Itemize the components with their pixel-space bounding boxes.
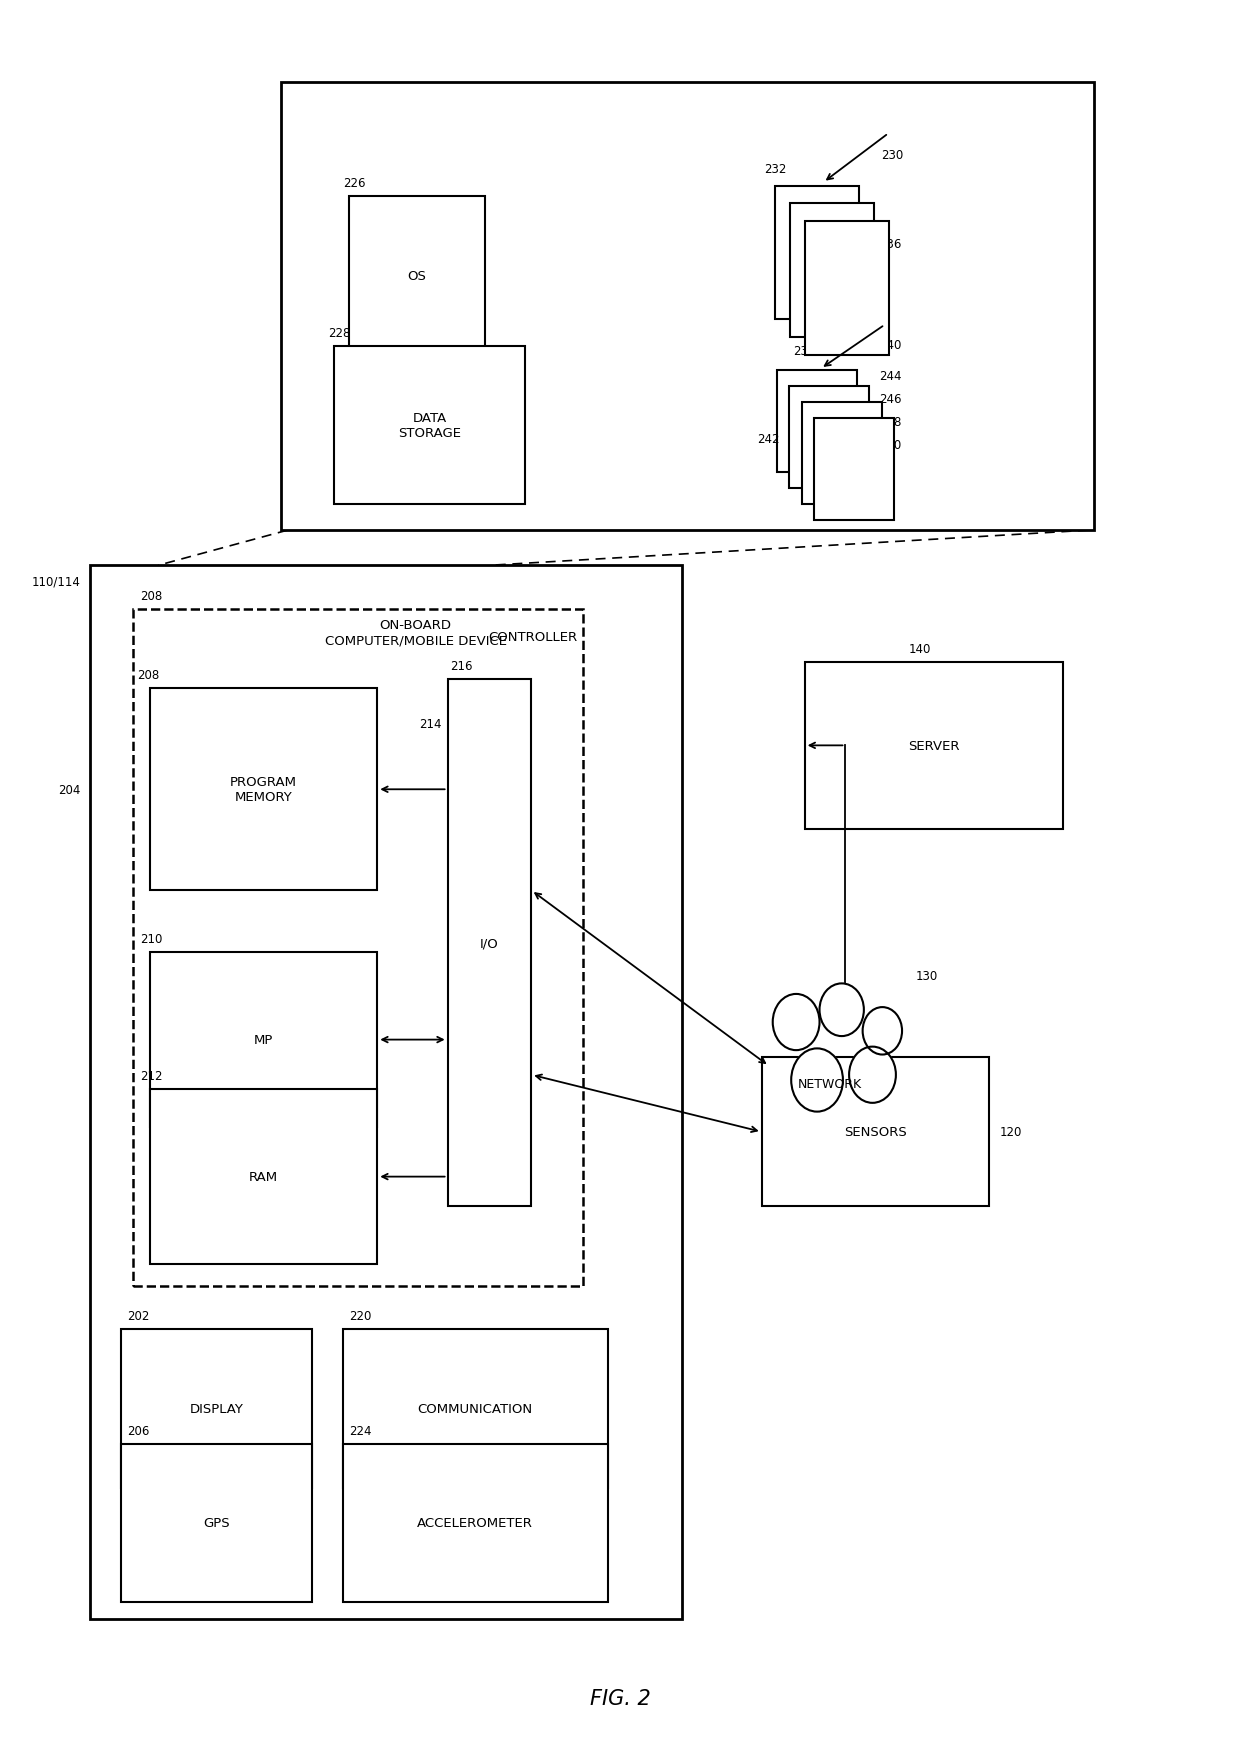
Text: 226: 226 (343, 176, 366, 191)
Text: 236: 236 (879, 238, 901, 250)
FancyBboxPatch shape (281, 83, 1094, 531)
FancyBboxPatch shape (790, 205, 874, 337)
Text: ACCELEROMETER: ACCELEROMETER (418, 1517, 533, 1529)
Text: CONTROLLER: CONTROLLER (487, 632, 577, 644)
Ellipse shape (863, 1007, 901, 1055)
FancyBboxPatch shape (134, 610, 583, 1286)
FancyBboxPatch shape (343, 1443, 608, 1602)
FancyBboxPatch shape (91, 566, 682, 1619)
FancyBboxPatch shape (790, 386, 869, 489)
Text: COMMUNICATION: COMMUNICATION (418, 1402, 533, 1415)
Text: 234: 234 (794, 344, 816, 358)
FancyBboxPatch shape (805, 222, 889, 355)
Text: 216: 216 (450, 660, 472, 674)
Text: OS: OS (407, 270, 427, 282)
Text: 206: 206 (128, 1424, 150, 1438)
Text: NETWORK: NETWORK (797, 1078, 862, 1090)
Text: 140: 140 (908, 642, 930, 656)
Text: 228: 228 (329, 326, 351, 339)
Text: FIG. 2: FIG. 2 (590, 1688, 650, 1708)
FancyBboxPatch shape (335, 346, 526, 505)
Text: 130: 130 (915, 968, 937, 983)
Text: 224: 224 (348, 1424, 372, 1438)
FancyBboxPatch shape (761, 1058, 990, 1207)
Text: 212: 212 (140, 1069, 162, 1081)
FancyBboxPatch shape (343, 1330, 608, 1487)
FancyBboxPatch shape (122, 1443, 312, 1602)
Text: 210: 210 (140, 931, 162, 946)
Text: 240: 240 (879, 339, 901, 351)
FancyBboxPatch shape (775, 187, 859, 321)
Text: 208: 208 (140, 589, 162, 603)
Ellipse shape (849, 1048, 895, 1102)
Text: 120: 120 (999, 1125, 1022, 1140)
FancyBboxPatch shape (813, 418, 894, 520)
Text: SERVER: SERVER (909, 739, 960, 753)
Ellipse shape (820, 984, 864, 1037)
Text: SENSORS: SENSORS (844, 1125, 906, 1140)
Text: 202: 202 (128, 1309, 150, 1323)
FancyBboxPatch shape (150, 953, 377, 1127)
Text: 232: 232 (764, 164, 786, 176)
Text: GPS: GPS (203, 1517, 229, 1529)
Text: RAM: RAM (249, 1171, 278, 1184)
Text: 220: 220 (348, 1309, 372, 1323)
Text: 208: 208 (138, 669, 160, 683)
Text: PROGRAM
MEMORY: PROGRAM MEMORY (229, 776, 296, 804)
Text: 248: 248 (879, 416, 901, 429)
FancyBboxPatch shape (150, 690, 377, 891)
FancyBboxPatch shape (150, 1088, 377, 1265)
Text: MP: MP (254, 1034, 273, 1046)
Text: DISPLAY: DISPLAY (190, 1402, 243, 1415)
FancyBboxPatch shape (805, 663, 1064, 829)
Text: 250: 250 (879, 437, 901, 452)
FancyBboxPatch shape (122, 1330, 312, 1487)
Text: ON-BOARD
COMPUTER/MOBILE DEVICE: ON-BOARD COMPUTER/MOBILE DEVICE (325, 619, 507, 647)
Ellipse shape (791, 1050, 843, 1111)
Text: 242: 242 (758, 434, 780, 446)
Text: 230: 230 (882, 150, 904, 162)
Text: 246: 246 (879, 393, 901, 406)
Text: I/O: I/O (480, 937, 498, 951)
Text: 214: 214 (419, 718, 441, 730)
FancyBboxPatch shape (348, 198, 485, 355)
Text: 110/114: 110/114 (32, 575, 81, 587)
Text: 204: 204 (58, 783, 81, 796)
FancyBboxPatch shape (448, 681, 531, 1207)
FancyBboxPatch shape (802, 402, 882, 505)
Ellipse shape (773, 995, 820, 1051)
Text: DATA
STORAGE: DATA STORAGE (398, 411, 461, 439)
FancyBboxPatch shape (777, 370, 857, 473)
Text: 244: 244 (879, 370, 901, 383)
